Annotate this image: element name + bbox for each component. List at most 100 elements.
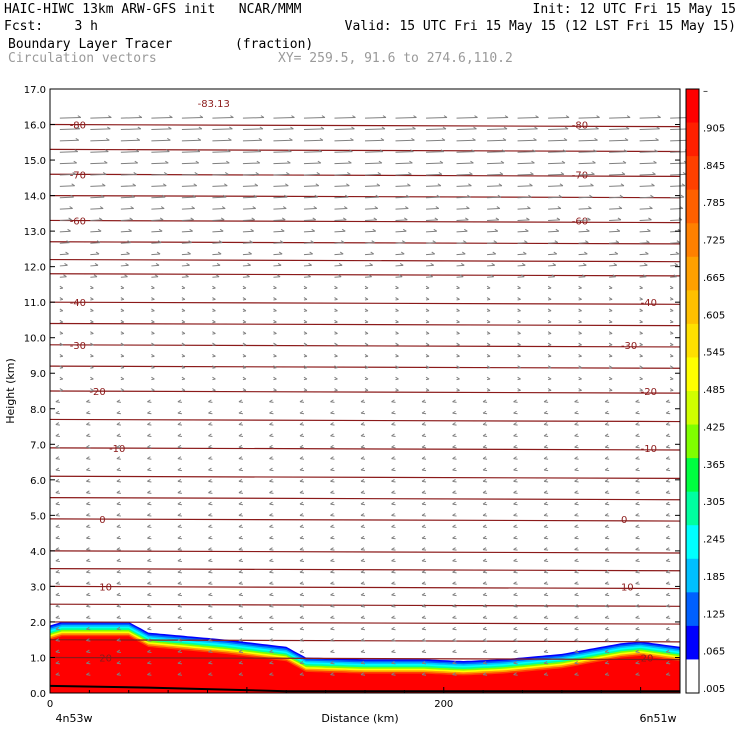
wind-vector-head xyxy=(651,183,655,187)
wind-vector xyxy=(426,207,439,210)
wind-vector-head xyxy=(391,490,395,494)
wind-vector-head xyxy=(665,513,670,516)
wind-vector-head xyxy=(676,240,681,244)
wind-vector xyxy=(151,173,168,176)
wind-vector-head xyxy=(551,274,556,278)
wind-vector-head xyxy=(482,433,487,437)
wind-vector-head xyxy=(334,308,338,312)
wind-vector-head xyxy=(330,444,334,448)
wind-vector-head xyxy=(665,535,670,539)
wind-vector xyxy=(426,230,437,233)
wind-vector xyxy=(151,196,166,199)
wind-vector-head xyxy=(665,592,670,596)
wind-vector-head xyxy=(55,410,60,414)
wind-vector-head xyxy=(303,342,308,346)
wind-vector-head xyxy=(208,410,212,414)
wind-vector-head xyxy=(608,297,613,300)
wind-vector-head xyxy=(486,297,491,300)
wind-vector xyxy=(59,230,71,233)
wind-vector-head xyxy=(555,228,560,232)
wind-vector xyxy=(59,173,76,176)
wind-vector xyxy=(151,128,172,131)
wind-vector-head xyxy=(191,206,195,209)
wind-vector xyxy=(212,139,232,142)
wind-vector-head xyxy=(350,137,354,141)
wind-vector-head xyxy=(482,422,487,425)
colorbar-swatch xyxy=(686,592,699,627)
wind-vector-head xyxy=(635,558,639,562)
wind-vector-head xyxy=(248,251,252,255)
x-tick-label: 0 xyxy=(47,699,53,710)
wind-vector-head xyxy=(196,149,201,153)
wind-vector xyxy=(456,139,476,142)
wind-vector-head xyxy=(269,456,273,460)
colorbar-swatch xyxy=(686,290,699,325)
isotherm-line xyxy=(49,344,681,348)
wind-vector-head xyxy=(482,615,487,619)
wind-vector-head xyxy=(391,615,395,619)
wind-vector-head xyxy=(242,388,247,391)
wind-vector-head xyxy=(299,513,304,516)
wind-vector-head xyxy=(441,137,446,141)
wind-vector-head xyxy=(665,467,670,471)
wind-vector-head xyxy=(498,183,503,187)
wind-vector xyxy=(242,207,256,210)
wind-vector-head xyxy=(618,206,623,209)
wind-vector-head xyxy=(482,456,487,460)
wind-vector-head xyxy=(330,672,334,676)
wind-vector-head xyxy=(86,479,90,482)
wind-vector-head xyxy=(547,308,552,312)
wind-vector-head xyxy=(177,467,182,471)
wind-vector xyxy=(334,207,348,210)
wind-vector xyxy=(334,173,351,176)
wind-vector xyxy=(242,117,264,119)
wind-vector-head xyxy=(147,672,151,676)
wind-vector-head xyxy=(635,569,639,573)
wind-vector-head xyxy=(151,297,155,300)
wind-vector xyxy=(151,264,160,267)
wind-vector xyxy=(395,242,406,244)
wind-vector-head xyxy=(612,274,617,278)
wind-vector-head xyxy=(503,126,508,130)
wind-vector-head xyxy=(334,376,338,380)
wind-vector-head xyxy=(513,490,517,494)
wind-vector-head xyxy=(177,660,182,664)
wind-vector-head xyxy=(380,137,385,141)
wind-vector-head xyxy=(425,297,430,300)
wind-vector-head xyxy=(604,672,609,676)
wind-vector-head xyxy=(574,626,578,630)
isotherm-label: -70 xyxy=(70,170,86,181)
wind-vector-head xyxy=(66,240,70,244)
wind-vector-head xyxy=(71,183,75,187)
colorbar-label: .785 xyxy=(703,198,725,209)
wind-vector-head xyxy=(187,251,191,255)
wind-vector-head xyxy=(156,251,161,255)
wind-vector-head xyxy=(330,433,334,437)
wind-vector-head xyxy=(501,149,506,153)
wind-vector xyxy=(364,276,372,278)
wind-vector-head xyxy=(647,228,651,232)
wind-vector-head xyxy=(55,638,60,641)
wind-vector-head xyxy=(55,626,60,630)
wind-vector xyxy=(212,264,221,267)
wind-vector-head xyxy=(116,513,121,516)
wind-vector-head xyxy=(116,535,121,539)
wind-vector-head xyxy=(377,172,382,175)
wind-vector-head xyxy=(425,376,430,380)
wind-vector-head xyxy=(391,524,395,528)
wind-vector-head xyxy=(517,319,521,323)
wind-vector-head xyxy=(303,308,308,312)
wind-vector xyxy=(487,253,496,256)
init-time: Init: 12 UTC Fri 15 May 15 xyxy=(532,2,737,17)
wind-vector-head xyxy=(456,319,460,323)
wind-vector-head xyxy=(543,422,548,425)
wind-vector-head xyxy=(147,626,151,630)
wind-vector-head xyxy=(147,513,151,516)
wind-vector-head xyxy=(330,422,334,425)
wind-vector-head xyxy=(59,353,64,357)
wind-vector-head xyxy=(330,660,334,664)
wind-vector-head xyxy=(177,513,182,516)
wind-vector-head xyxy=(543,433,548,437)
wind-vector-head xyxy=(635,399,639,403)
wind-vector-head xyxy=(216,263,221,266)
